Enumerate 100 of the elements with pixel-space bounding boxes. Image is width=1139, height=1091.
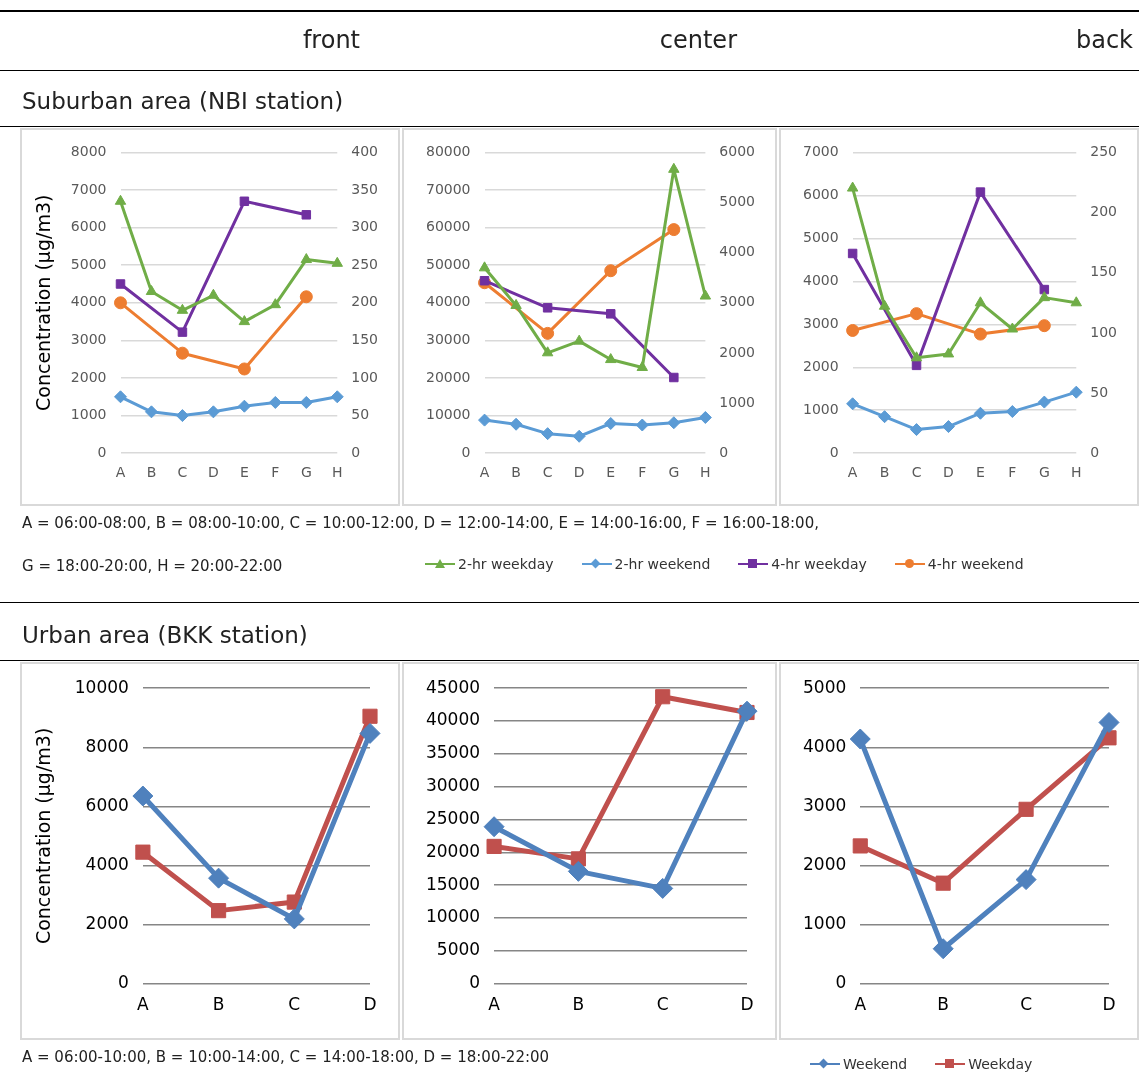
x-tick-label: A xyxy=(137,994,150,1015)
x-tick-label: C xyxy=(1020,994,1033,1015)
y-tick-label: 2000 xyxy=(85,912,129,933)
y-tick-label: 7000 xyxy=(70,180,107,197)
y-tick-label: 3000 xyxy=(802,314,839,331)
x-tick-label: E xyxy=(976,464,985,481)
x-tick-label: D xyxy=(363,994,377,1015)
x-tick-label: G xyxy=(668,464,680,481)
y-tick-label: 35000 xyxy=(425,742,481,763)
x-tick-label: F xyxy=(271,464,280,481)
y2-tick-label: 5000 xyxy=(719,193,756,210)
y-tick-label: 7000 xyxy=(802,143,839,160)
y-tick-label: 10000 xyxy=(74,676,129,697)
y-tick-label: 20000 xyxy=(425,368,471,385)
y-tick-label: 2000 xyxy=(803,853,847,874)
y-tick-label: 2000 xyxy=(70,368,107,385)
y-tick-label: 8000 xyxy=(85,735,129,756)
y-tick-label: 4000 xyxy=(70,293,107,310)
y-axis-title: Concentration (µg/m3) xyxy=(32,727,55,945)
text: A = 06:00-08:00, B = 08:00-10:00, C = 10:00-12:00, D = 12:00-14:00, E = 14:00-16:00, F = 16:00-18:00, xyxy=(22,513,819,534)
y-tick-label: 10000 xyxy=(425,406,471,423)
x-tick-label: C xyxy=(911,464,922,481)
x-tick-label: B xyxy=(146,464,157,481)
x-tick-label: A xyxy=(847,464,858,481)
x-tick-label: F xyxy=(638,464,647,481)
y-tick-label: 0 xyxy=(829,443,839,460)
y-tick-label: 0 xyxy=(469,972,481,993)
x-tick-label: H xyxy=(1071,464,1082,481)
y-tick-label: 50000 xyxy=(425,255,471,272)
x-tick-label: F xyxy=(1008,464,1017,481)
y-tick-label: 1000 xyxy=(70,406,107,423)
y-tick-label: 3000 xyxy=(70,331,107,348)
y2-tick-label: 200 xyxy=(351,293,379,310)
y-tick-label: 0 xyxy=(835,972,847,993)
y-tick-label: 45000 xyxy=(425,676,481,697)
x-tick-label: D xyxy=(943,464,954,481)
y-tick-label: 5000 xyxy=(436,939,481,960)
y-tick-label: 1000 xyxy=(802,400,839,417)
text: G = 18:00-20:00, H = 20:00-22:00 xyxy=(22,557,283,575)
chart-subtitle: Suburban area (NBI station) xyxy=(22,88,344,114)
legend-label: Weekend xyxy=(843,1056,908,1072)
y-tick-label: 40000 xyxy=(425,293,471,310)
chart-title: back xyxy=(1075,26,1133,54)
y-tick-label: 0 xyxy=(97,443,107,460)
x-tick-label: B xyxy=(937,994,950,1015)
x-tick-label: A xyxy=(854,994,867,1015)
y-tick-label: 60000 xyxy=(425,218,471,235)
y-tick-label: 4000 xyxy=(802,271,839,288)
y2-tick-label: 400 xyxy=(351,143,379,160)
x-tick-label: C xyxy=(288,994,301,1015)
y-tick-label: 5000 xyxy=(70,255,107,272)
y-tick-label: 3000 xyxy=(803,794,847,815)
y2-tick-label: 250 xyxy=(1090,143,1118,160)
y2-tick-label: 350 xyxy=(351,180,379,197)
x-tick-label: E xyxy=(239,464,249,481)
y-tick-label: 10000 xyxy=(425,906,481,927)
legend-label: 2-hr weekend xyxy=(614,556,711,572)
y2-tick-label: 100 xyxy=(351,368,379,385)
y-tick-label: 6000 xyxy=(70,218,107,235)
y-tick-label: 5000 xyxy=(802,228,839,245)
y-tick-label: 0 xyxy=(118,972,129,993)
x-tick-label: D xyxy=(740,994,754,1015)
y2-tick-label: 200 xyxy=(1090,203,1118,220)
x-tick-label: D xyxy=(573,464,585,481)
y-tick-label: 0 xyxy=(461,443,471,460)
legend-label: 4-hr weekday xyxy=(771,556,867,572)
y2-tick-label: 50 xyxy=(351,406,370,423)
y2-tick-label: 6000 xyxy=(719,143,756,160)
y2-tick-label: 100 xyxy=(1090,323,1118,340)
y-tick-label: 30000 xyxy=(425,775,481,796)
y-tick-label: 30000 xyxy=(425,331,471,348)
chart-title: center xyxy=(659,26,737,54)
x-tick-label: D xyxy=(1102,994,1116,1015)
chart-title: front xyxy=(302,26,360,54)
y2-tick-label: 4000 xyxy=(719,243,756,260)
y-tick-label: 4000 xyxy=(85,853,129,874)
y-tick-label: 1000 xyxy=(803,912,847,933)
x-tick-label: H xyxy=(332,464,343,481)
x-tick-label: E xyxy=(606,464,616,481)
x-tick-label: B xyxy=(572,994,585,1015)
x-tick-label: D xyxy=(208,464,219,481)
x-tick-label: B xyxy=(511,464,521,481)
legend-label: 2-hr weekday xyxy=(458,556,554,572)
x-tick-label: C xyxy=(656,994,669,1015)
y-tick-label: 25000 xyxy=(425,807,481,828)
x-tick-label: A xyxy=(115,464,126,481)
y2-tick-label: 50 xyxy=(1090,383,1109,400)
y2-tick-label: 250 xyxy=(351,255,379,272)
y-tick-label: 6000 xyxy=(802,186,839,203)
y-tick-label: 4000 xyxy=(803,735,847,756)
x-tick-label: A xyxy=(488,994,501,1015)
y2-tick-label: 0 xyxy=(719,443,729,460)
y2-tick-label: 2000 xyxy=(719,343,756,360)
x-tick-label: H xyxy=(700,464,711,481)
x-tick-label: C xyxy=(177,464,188,481)
x-tick-label: B xyxy=(879,464,890,481)
y2-tick-label: 0 xyxy=(1090,443,1100,460)
y2-tick-label: 300 xyxy=(351,218,379,235)
y-tick-label: 40000 xyxy=(425,709,481,730)
y2-tick-label: 3000 xyxy=(719,293,756,310)
